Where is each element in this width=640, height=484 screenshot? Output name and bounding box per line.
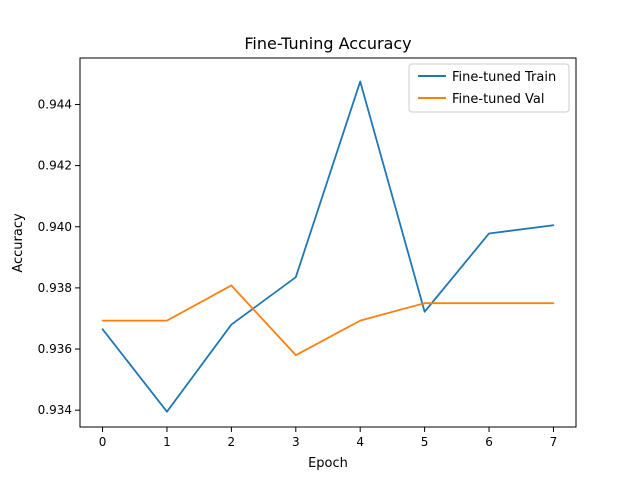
x-tick-label: 0 <box>99 435 107 449</box>
y-tick-label: 0.940 <box>38 220 72 234</box>
x-axis: 0 1 2 3 4 5 6 7 <box>99 427 558 449</box>
y-tick-label: 0.936 <box>38 342 72 356</box>
x-tick-label: 5 <box>421 435 429 449</box>
series-line-fine-tuned-train <box>101 80 555 413</box>
x-tick-label: 1 <box>163 435 171 449</box>
y-axis: 0.934 0.936 0.938 0.940 0.942 0.944 <box>38 97 80 417</box>
x-tick-label: 3 <box>292 435 300 449</box>
plot-area <box>79 57 577 428</box>
x-tick-label: 4 <box>356 435 364 449</box>
x-tick-label: 2 <box>228 435 236 449</box>
legend-label-train: Fine-tuned Train <box>452 70 556 85</box>
legend-label-val: Fine-tuned Val <box>452 92 545 107</box>
y-tick-label: 0.934 <box>38 403 72 417</box>
legend: Fine-tuned Train Fine-tuned Val <box>408 63 570 113</box>
x-tick-label: 6 <box>485 435 493 449</box>
y-axis-label: Accuracy <box>11 213 26 273</box>
x-axis-label: Epoch <box>308 456 348 471</box>
y-tick-label: 0.938 <box>38 281 72 295</box>
series-layer <box>101 80 555 413</box>
plot-frame <box>79 57 577 428</box>
y-tick-label: 0.942 <box>38 159 72 173</box>
x-tick-label: 7 <box>550 435 558 449</box>
series-line-fine-tuned-val <box>101 284 555 357</box>
chart-title: Fine-Tuning Accuracy <box>244 34 411 53</box>
legend-box <box>408 63 570 113</box>
y-tick-label: 0.944 <box>38 97 72 111</box>
